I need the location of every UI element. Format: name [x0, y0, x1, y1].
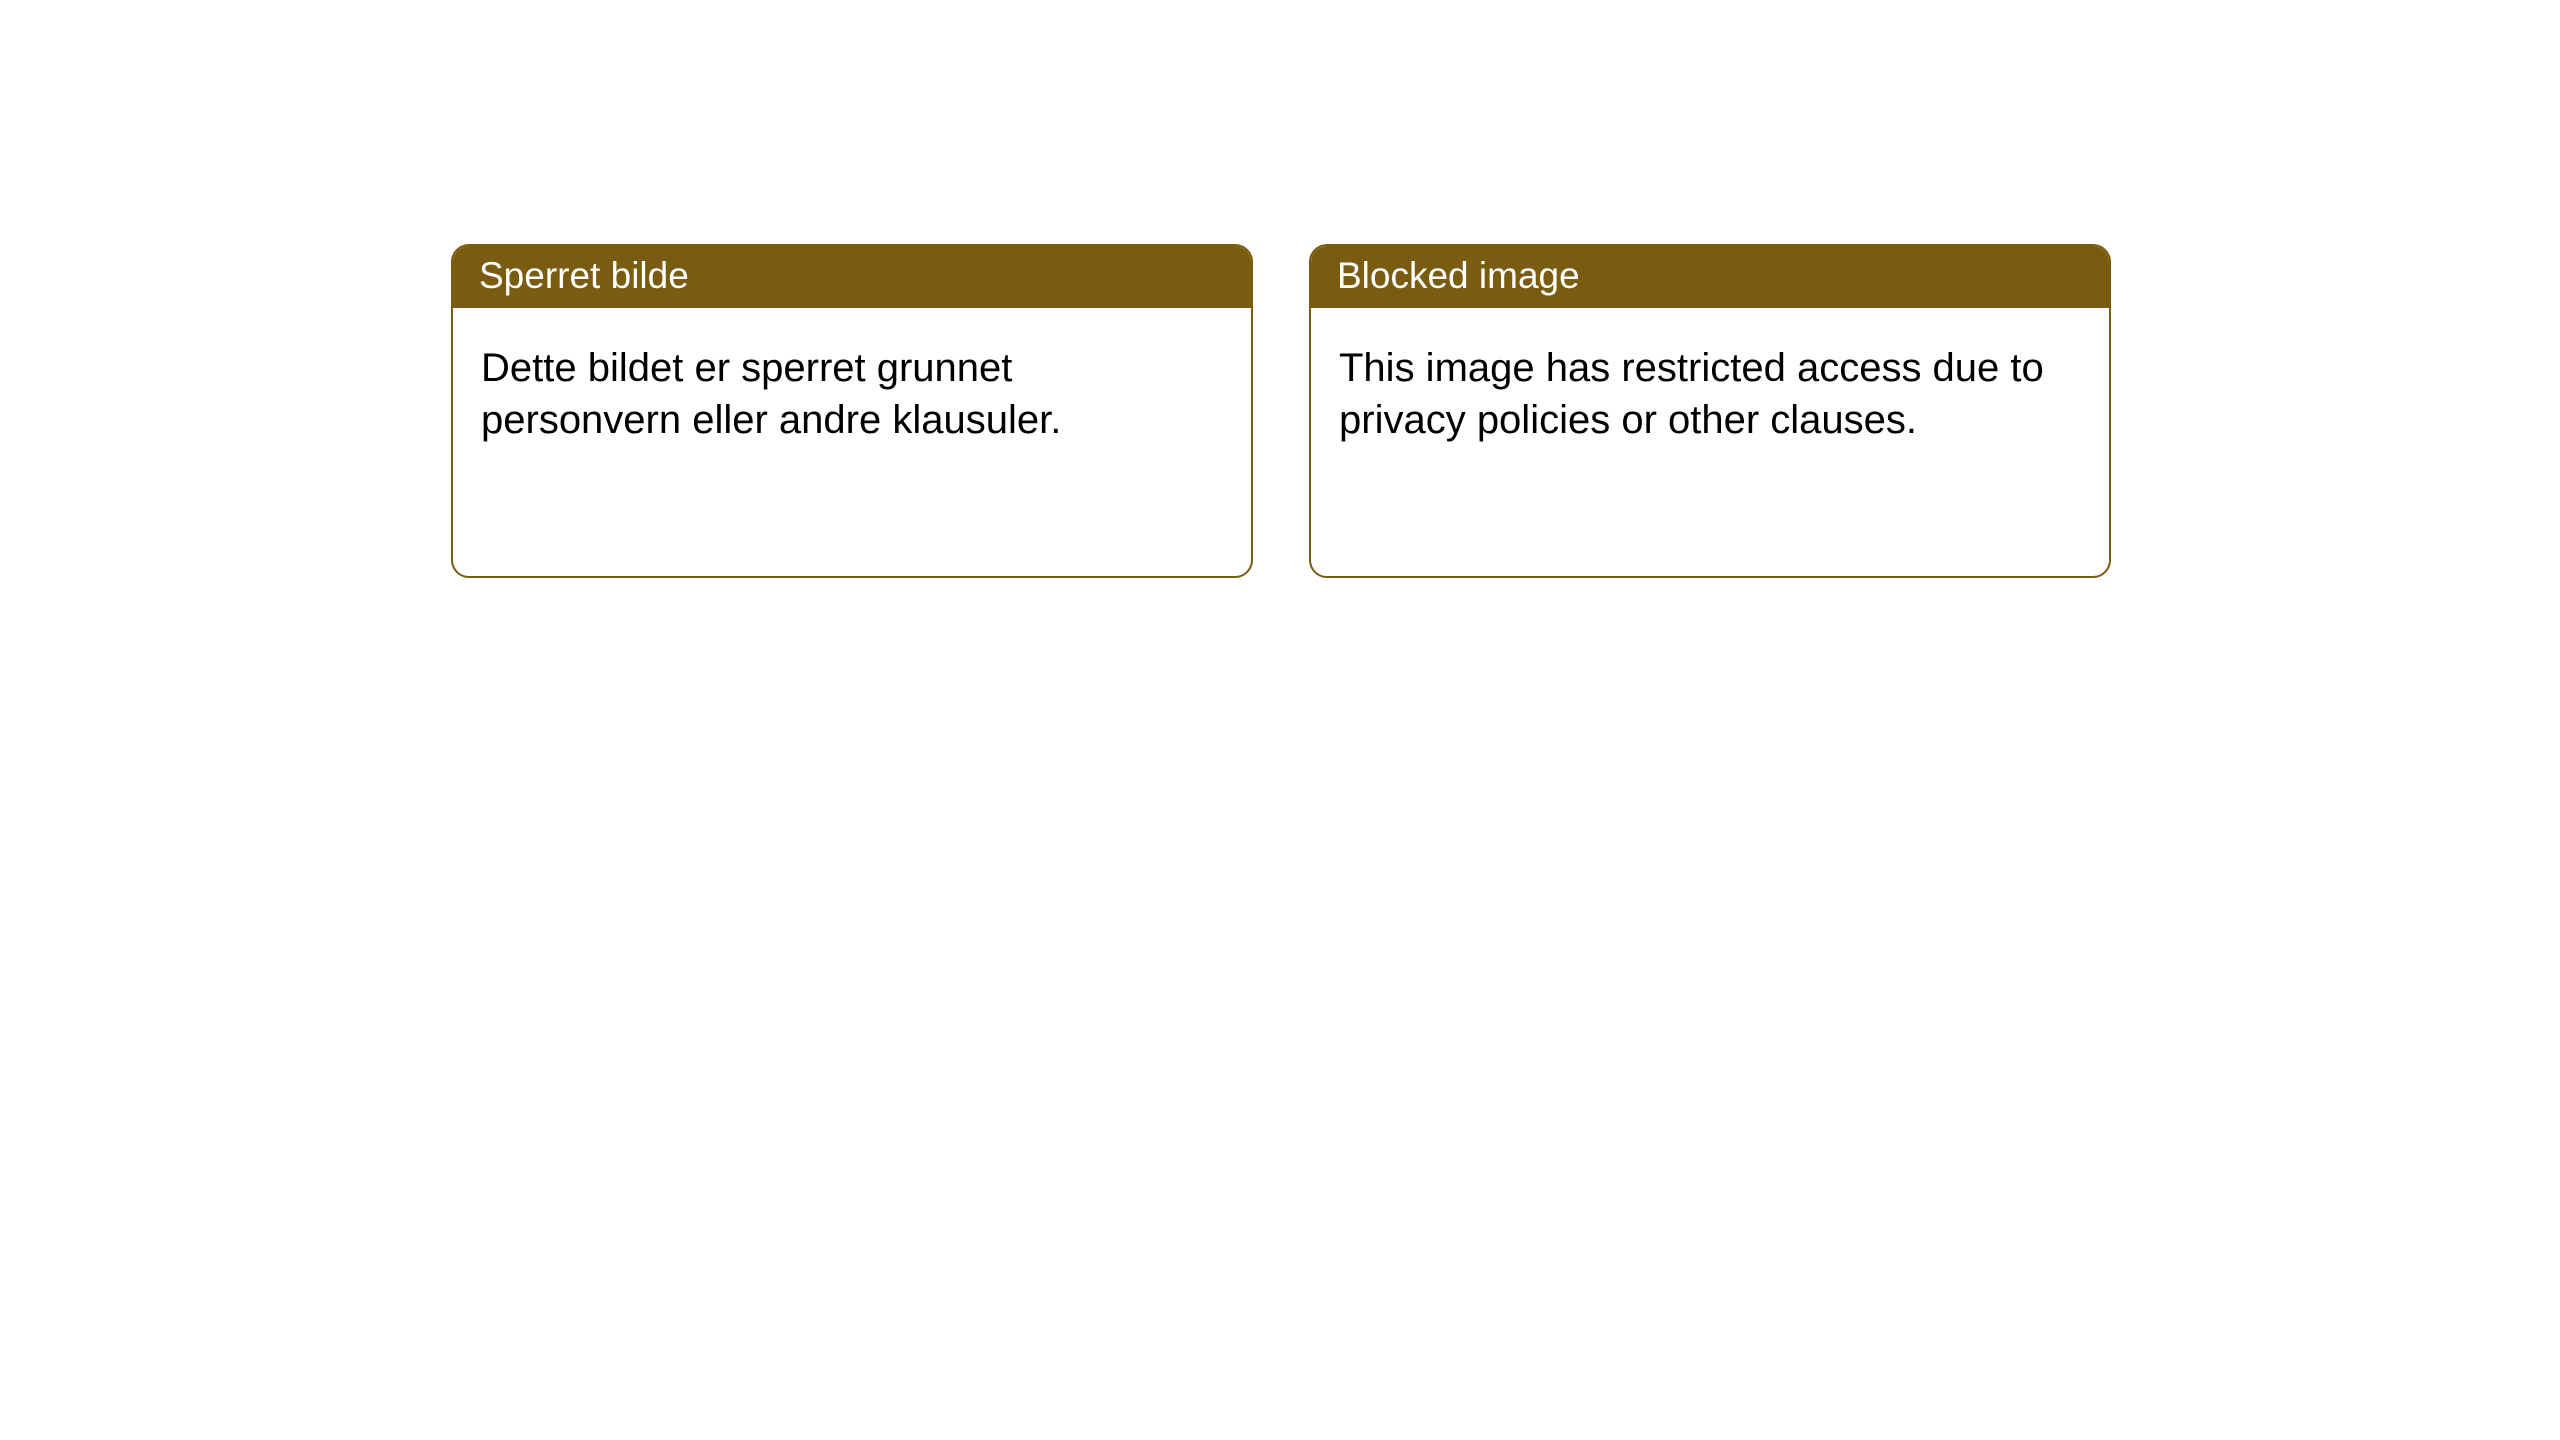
notice-body: This image has restricted access due to …: [1311, 308, 2109, 480]
notice-container: Sperret bilde Dette bildet er sperret gr…: [0, 0, 2560, 578]
notice-header: Sperret bilde: [453, 246, 1251, 308]
notice-card-english: Blocked image This image has restricted …: [1309, 244, 2111, 578]
notice-card-norwegian: Sperret bilde Dette bildet er sperret gr…: [451, 244, 1253, 578]
notice-body: Dette bildet er sperret grunnet personve…: [453, 308, 1251, 480]
notice-header: Blocked image: [1311, 246, 2109, 308]
